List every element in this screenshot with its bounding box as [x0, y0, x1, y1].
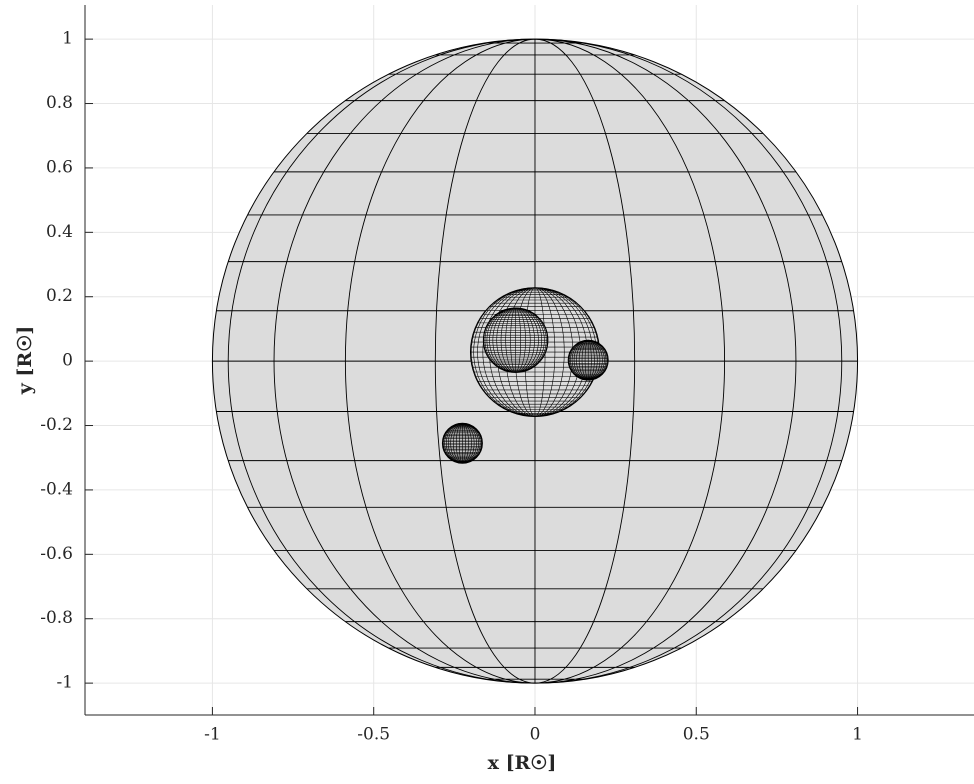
y-tick-label: 0.4: [46, 222, 73, 242]
sphere: [441, 422, 483, 464]
y-tick-label: 1: [62, 29, 73, 49]
y-tick-label: -0.2: [40, 415, 73, 435]
x-tick-label: 1: [852, 725, 863, 745]
y-tick-label: 0.2: [46, 286, 73, 306]
x-tick-label: -0.5: [357, 725, 390, 745]
y-tick-label: 0: [62, 351, 73, 371]
wireframe: [568, 339, 609, 381]
y-tick-label: -0.6: [40, 544, 73, 564]
y-tick-label: -1: [56, 673, 73, 693]
y-tick-label: -0.4: [40, 479, 73, 499]
wireframe: [483, 307, 548, 373]
x-tick-label: 0: [530, 725, 541, 745]
sphere: [482, 307, 549, 373]
y-axis-label: y [R☉]: [14, 326, 36, 395]
x-axis-label: x [R☉]: [488, 752, 557, 774]
y-tick-label: 0.6: [46, 157, 73, 177]
y-tick-label: 0.8: [46, 93, 73, 113]
wireframe: [442, 422, 483, 464]
x-tick-label: 0.5: [683, 725, 710, 745]
y-tick-label: -0.8: [40, 608, 73, 628]
x-tick-label: -1: [204, 725, 221, 745]
sphere: [567, 339, 609, 381]
